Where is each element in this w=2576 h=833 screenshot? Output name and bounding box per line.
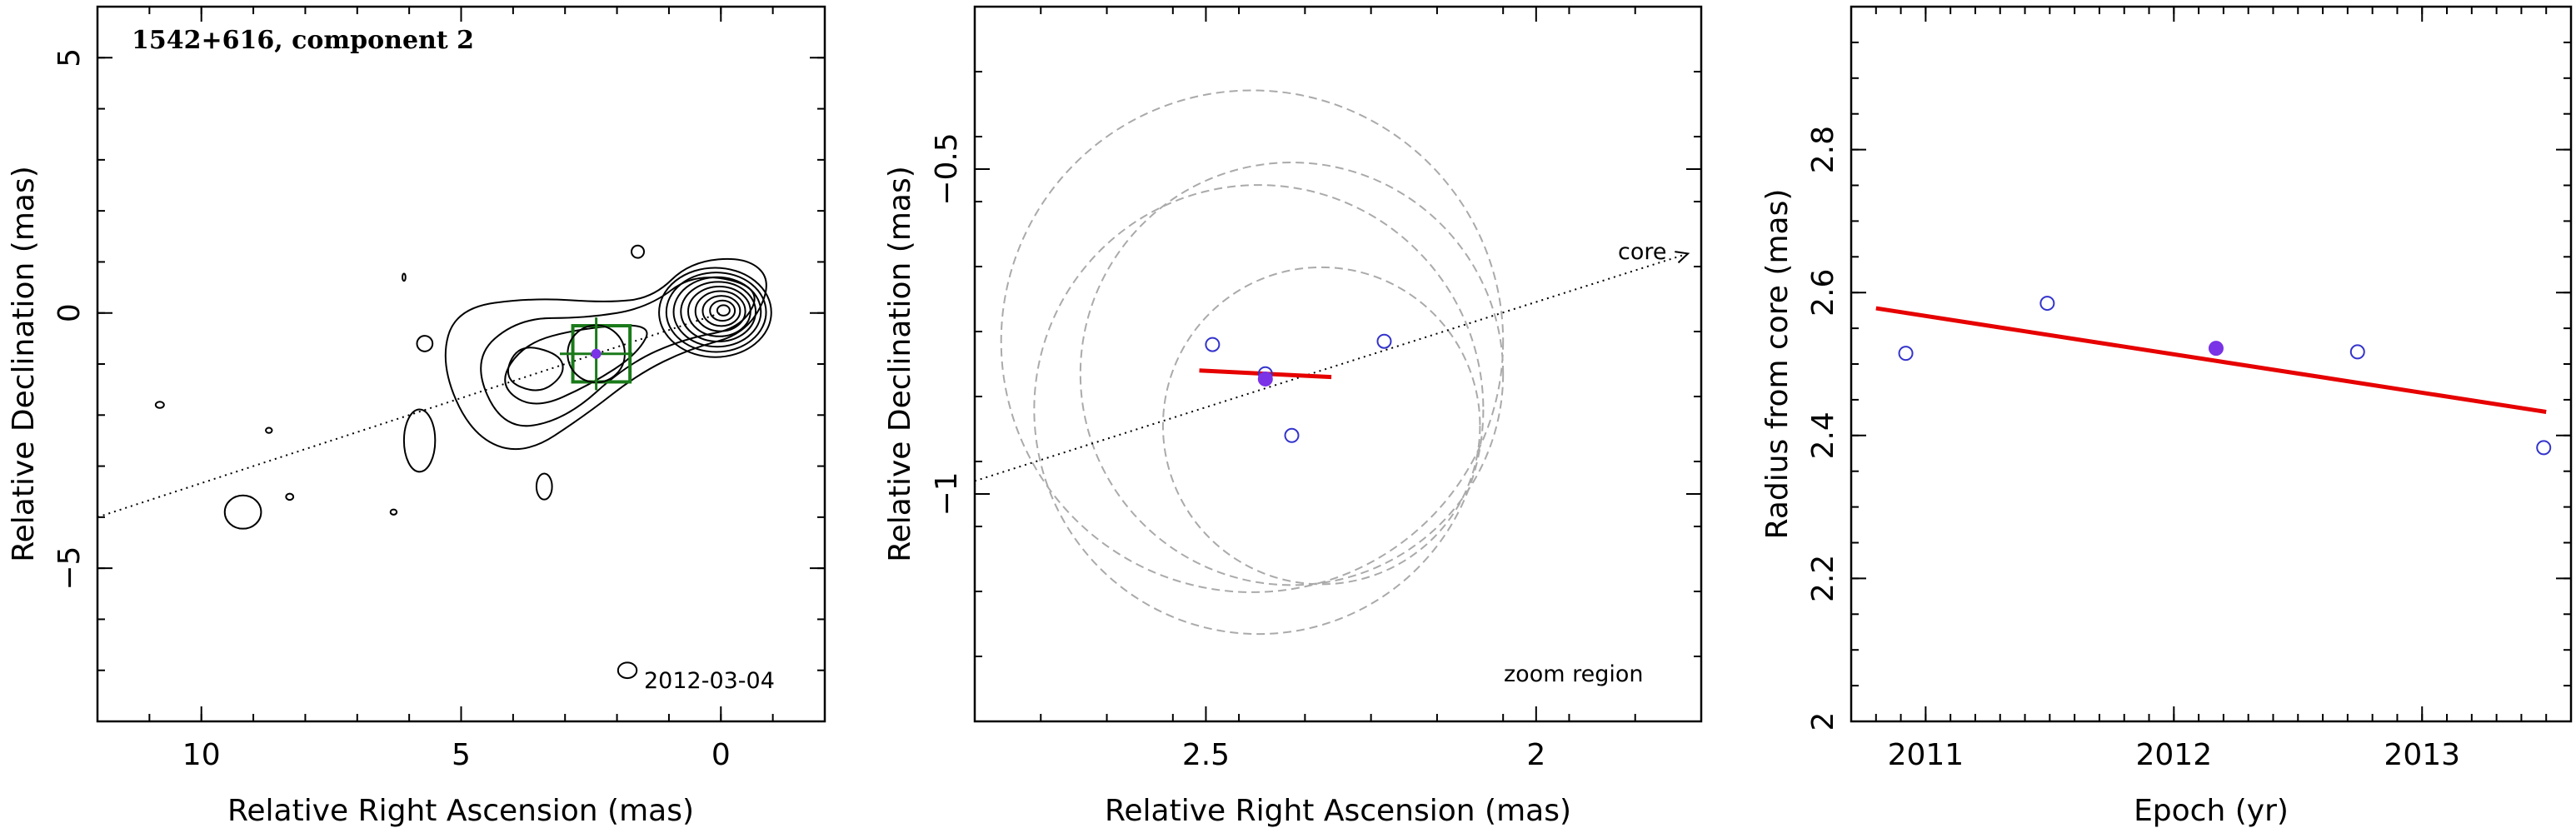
p3-frame (1850, 5, 2573, 723)
data-point-open (2536, 440, 2552, 456)
data-point-open (1898, 346, 1914, 362)
contour-island (402, 408, 437, 473)
data-point-open (2039, 296, 2055, 312)
core-contour (709, 299, 736, 322)
p1-xtick-label: 2.5 (1182, 738, 1230, 772)
core-contour (701, 295, 741, 327)
panel-radius-vs-epoch: 2011 2012 2013 2 2.2 2.4 2.6 2.8 Epoch (yr) Rad… (1760, 5, 2573, 828)
error-circle (1161, 266, 1481, 586)
core-contour (658, 267, 772, 358)
p2-core-annotation: core (1618, 239, 1666, 265)
contour-island (617, 661, 638, 680)
p0-ytick-label: −5 (52, 546, 87, 591)
contour-island (223, 494, 262, 530)
p3-ylabel: Radius from core (mas) (1760, 189, 1795, 540)
error-circle (1000, 89, 1505, 593)
contour-island (285, 492, 295, 501)
p1-title: 1542+616, component 2 (132, 26, 474, 55)
jet-contour (504, 324, 648, 405)
p2-xlabel: Relative Right Ascension (mas) (1105, 794, 1571, 828)
data-point-open (1284, 427, 1300, 443)
p2-ytick-label: 2.2 (1806, 555, 1840, 602)
error-circle (1079, 162, 1505, 586)
p2-frame (973, 5, 1703, 723)
p1-xtick-label: 2 (1526, 738, 1545, 772)
p1-ytick-label: −0.5 (930, 132, 964, 205)
core-contour (716, 304, 731, 317)
fit-line (1875, 306, 2547, 414)
p1-contours (154, 244, 772, 680)
error-circle (1033, 184, 1485, 636)
p1-ytick-label: −1 (930, 471, 964, 516)
data-point-open (1205, 337, 1221, 352)
contour-island (535, 472, 553, 501)
p2-ylabel: Relative Declination (mas) (883, 166, 917, 562)
contour-island (265, 426, 273, 434)
p0-xtick-label: 5 (452, 738, 471, 772)
contour-island (402, 272, 407, 282)
core-direction-line (97, 312, 721, 518)
p2-ticks: 2.5 2 −0.5 −1 (930, 6, 1702, 772)
p3-marks (1875, 296, 2552, 456)
data-point-filled (2208, 341, 2224, 357)
p3-ticks: 2011 2012 2013 2 2.2 2.4 2.6 2.8 (1806, 6, 2572, 772)
p2-ytick-label: 2.4 (1806, 412, 1840, 459)
p1-frame (96, 5, 826, 723)
data-point-filled (1257, 371, 1273, 387)
contour-island (631, 244, 645, 259)
data-point-open (2349, 344, 2365, 360)
p1-overlay (97, 312, 721, 518)
p1-xlabel: Relative Right Ascension (mas) (227, 794, 694, 828)
p2-xtick-label: 2012 (2135, 738, 2212, 772)
component-marker (591, 348, 602, 359)
core-contour (665, 272, 767, 353)
contour-island (154, 401, 165, 409)
p0-xtick-label: 10 (182, 738, 221, 772)
panel-zoom-region: 2.5 2 −0.5 −1 core zoom region Relative Rig… (883, 5, 1703, 828)
core-arrowhead (1675, 251, 1690, 264)
jet-contour (444, 257, 767, 451)
core-direction-line (974, 252, 1689, 482)
panel-contour-map: 10 5 0 5 0 −5 1542+616, component 2 2012-03-0… (7, 5, 826, 828)
p1-date-annotation: 2012-03-04 (644, 668, 775, 694)
p0-ytick-label: 5 (52, 48, 87, 67)
p3-xlabel: Epoch (yr) (2134, 794, 2289, 828)
data-point-open (1376, 333, 1392, 349)
p1-ylabel: Relative Declination (mas) (7, 166, 41, 562)
jet-contour (507, 347, 564, 392)
p0-xtick-label: 0 (711, 738, 731, 772)
core-contour (687, 285, 751, 337)
jet-contour (480, 277, 756, 427)
contour-island (416, 335, 434, 352)
p2-ytick-label: 2.6 (1806, 269, 1840, 317)
contour-island (389, 508, 398, 516)
p2-xtick-label: 2011 (1888, 738, 1964, 772)
p2-xtick-label: 2013 (2384, 738, 2460, 772)
p2-marks (974, 89, 1690, 636)
p2-ytick-label: 2 (1806, 712, 1840, 731)
p2-zoom-annotation: zoom region (1504, 661, 1643, 687)
p2-ytick-label: 2.8 (1806, 126, 1840, 173)
p0-ytick-label: 0 (52, 303, 87, 322)
p1-ticks: 10 5 0 5 0 −5 (52, 6, 826, 772)
